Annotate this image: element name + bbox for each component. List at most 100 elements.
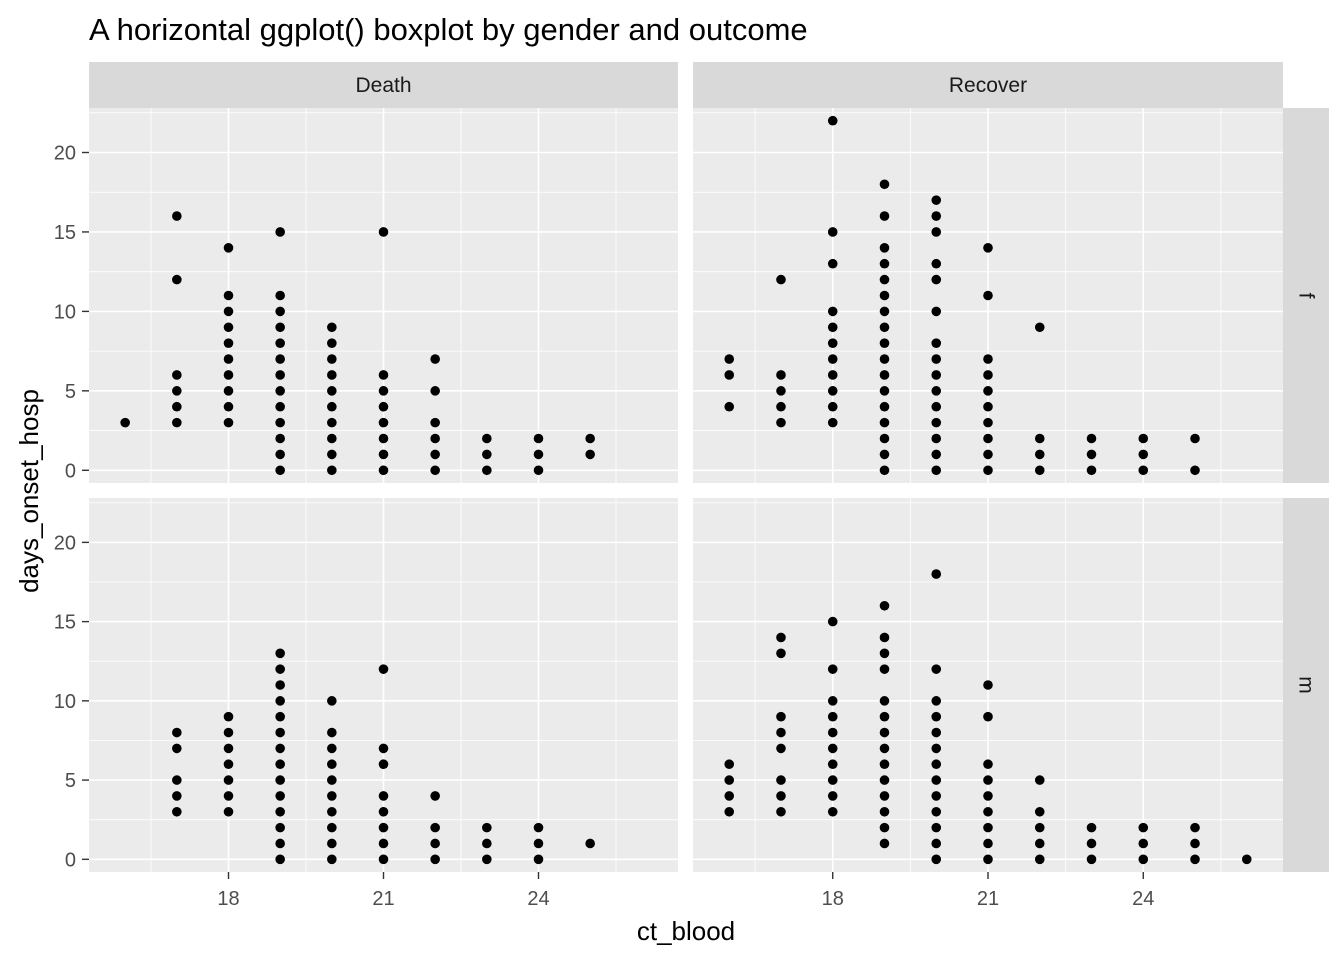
data-point [931,822,942,833]
data-point [983,854,993,865]
data-point [1034,838,1045,849]
data-point [724,401,735,412]
data-point [533,838,544,849]
data-point [724,791,735,801]
data-point [223,370,234,380]
data-point [879,822,890,833]
data-point [430,854,440,865]
data-point [776,743,786,754]
data-point [1034,322,1045,333]
data-point [533,854,544,865]
data-point [931,306,942,317]
data-point [983,759,993,770]
data-point [931,664,942,674]
data-point [827,806,838,817]
data-point [533,465,544,476]
data-point [275,854,285,865]
data-point [327,401,337,412]
data-point [931,569,942,579]
data-point [931,417,942,428]
data-point [879,274,890,285]
data-point [327,791,337,801]
data-point [827,696,838,706]
data-point [879,711,890,722]
data-point [275,386,285,396]
data-point [275,696,285,706]
data-point [827,306,838,317]
data-point [223,401,234,412]
data-point [172,743,182,754]
data-point [327,433,337,444]
data-point [776,806,786,817]
data-point [931,433,942,444]
data-point [378,449,389,460]
data-point [275,743,285,754]
data-point [983,449,993,460]
data-point [378,838,389,849]
data-point [931,465,942,476]
data-point [327,338,337,348]
data-point [1190,433,1200,444]
data-point [1138,838,1149,849]
data-point [879,179,890,190]
data-point [776,401,786,412]
data-point [879,433,890,444]
data-point [585,433,595,444]
data-point [879,743,890,754]
data-point [275,354,285,364]
strip-column-bg [693,62,1283,108]
data-point [378,370,389,380]
y-tick-label: 10 [54,301,76,323]
y-tick-label: 20 [54,532,76,554]
data-point [172,775,182,785]
data-point [879,791,890,801]
data-point [1086,854,1097,865]
data-point [827,727,838,738]
data-point [275,370,285,380]
data-point [482,854,492,865]
data-point [931,838,942,849]
data-point [931,449,942,460]
data-point [275,838,285,849]
data-point [1138,465,1149,476]
data-point [931,759,942,770]
data-point [378,854,389,865]
data-point [1034,449,1045,460]
data-point [585,838,595,849]
x-tick-label: 24 [1132,888,1154,910]
data-point [776,711,786,722]
data-point [378,401,389,412]
data-point [172,274,182,285]
data-point [223,243,234,253]
data-point [827,115,838,126]
data-point [827,227,838,237]
x-tick-label: 18 [217,888,239,910]
data-point [827,775,838,785]
y-tick-label: 0 [65,460,76,482]
data-point [223,290,234,301]
data-point [983,290,993,301]
data-point [327,370,337,380]
data-point [776,775,786,785]
data-point [275,680,285,690]
data-point [327,743,337,754]
data-point [172,370,182,380]
strip-row-label: f [1295,293,1318,299]
data-point [724,806,735,817]
y-tick-label: 5 [65,381,76,403]
data-point [879,417,890,428]
data-point [776,727,786,738]
x-tick-label: 21 [372,888,394,910]
data-point [983,838,993,849]
data-point [275,290,285,301]
data-point [275,322,285,333]
data-point [430,465,440,476]
data-point [223,775,234,785]
data-point [827,664,838,674]
data-point [430,354,440,364]
data-point [327,759,337,770]
data-point [879,401,890,412]
chart-title: A horizontal ggplot() boxplot by gender … [89,12,808,47]
data-point [482,838,492,849]
data-point [223,306,234,317]
